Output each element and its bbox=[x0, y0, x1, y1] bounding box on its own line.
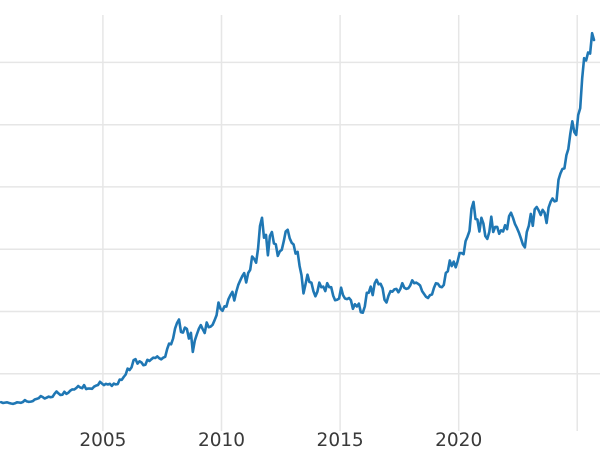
x-tick-label: 2010 bbox=[198, 430, 245, 450]
x-tick-label: 2015 bbox=[317, 430, 364, 450]
x-tick-label: 2005 bbox=[79, 430, 126, 450]
price-line bbox=[0, 31, 596, 406]
x-tick-label: 2020 bbox=[435, 430, 482, 450]
